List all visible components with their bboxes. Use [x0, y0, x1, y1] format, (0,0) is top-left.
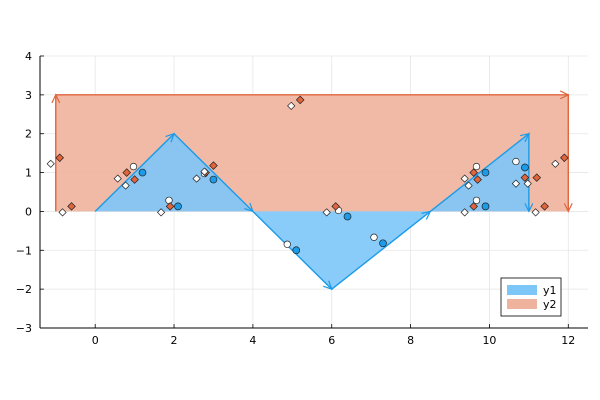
marker-y1-6: [481, 202, 490, 211]
x-tick-label-6: 12: [561, 334, 575, 347]
marker-y1-open-5: [370, 233, 378, 241]
y-tick-label-3: 0: [25, 205, 32, 218]
marker-y2-14: [540, 202, 549, 211]
marker-y2-2: [130, 175, 139, 184]
arrowhead-y1-1: [165, 132, 176, 143]
marker-y1-open-2: [129, 162, 138, 171]
marker-y2-0: [67, 202, 76, 211]
legend-label-y2: y2: [543, 298, 557, 311]
x-tick-label-0: 0: [92, 334, 99, 347]
x-tick-label-1: 2: [171, 334, 178, 347]
marker-y2-open-7: [287, 101, 296, 111]
marker-y1-3: [292, 246, 301, 255]
marker-y2-11: [469, 202, 478, 211]
legend-swatch-y2: [507, 299, 537, 309]
marker-y1-0: [174, 202, 182, 211]
arrowhead-y1-6: [524, 203, 534, 213]
x-tick-label-5: 10: [482, 334, 496, 347]
marker-y2-open-2: [121, 181, 130, 190]
marker-y1-8: [521, 163, 529, 172]
arrowhead-y1-3: [323, 280, 333, 291]
y-tick-label-6: 3: [25, 89, 32, 102]
marker-y2-10: [473, 175, 482, 184]
marker-y1-1: [209, 175, 218, 184]
series-lines: [51, 90, 573, 291]
marker-y2-4: [165, 202, 175, 211]
series-line-y2: [55, 94, 569, 212]
y-tick-label-1: −2: [16, 283, 32, 296]
marker-y2-7: [295, 95, 305, 105]
marker-y1-open-7: [472, 162, 481, 171]
marker-y2-open-15: [551, 159, 560, 168]
legend-swatch-y1: [507, 285, 537, 295]
arrowhead-y2-3: [563, 203, 573, 213]
marker-y2-3: [122, 168, 132, 177]
arrowhead-y1-5: [519, 132, 530, 143]
marker-y1-5: [379, 239, 387, 248]
y-tick-label-5: 2: [25, 128, 32, 141]
markers: [46, 95, 569, 255]
x-tick-label-2: 4: [249, 334, 256, 347]
marker-y2-open-5: [192, 174, 201, 183]
y-tick-label-7: 4: [25, 50, 32, 63]
marker-y2-8: [331, 202, 340, 211]
marker-y2-open-11: [460, 208, 469, 217]
marker-y2-open-12: [511, 179, 521, 188]
marker-y2-open-14: [531, 208, 540, 217]
marker-y2-9: [469, 168, 478, 177]
y-tick-label-4: 1: [25, 167, 32, 180]
marker-y2-open-8: [322, 208, 331, 217]
marker-y1-open-3: [283, 240, 291, 248]
arrowhead-y2-1: [51, 93, 61, 104]
marker-y1-open-0: [165, 196, 173, 205]
axes: [39, 55, 588, 329]
marker-y2-6: [209, 161, 218, 170]
marker-y1-open-8: [512, 157, 520, 166]
arrowhead-y1-2: [244, 202, 254, 213]
marker-y1-open-6: [472, 196, 481, 205]
marker-y2-open-1: [46, 159, 55, 168]
marker-y2-open-3: [113, 174, 122, 183]
marker-y2-1: [55, 153, 65, 163]
marker-y2-open-13: [523, 179, 532, 188]
marker-y2-15: [560, 153, 569, 163]
marker-y1-4: [343, 212, 352, 221]
marker-y2-12: [520, 173, 530, 182]
y-tick-label-0: −3: [16, 322, 32, 335]
marker-y2-open-4: [157, 208, 166, 217]
arrowhead-y2-2: [559, 90, 570, 100]
x-tick-label-4: 8: [407, 334, 414, 347]
legend-box: [500, 277, 562, 317]
marker-y1-2: [138, 168, 147, 177]
x-tick-label-3: 6: [328, 334, 335, 347]
marker-y2-open-10: [464, 181, 473, 190]
marker-y2-open-0: [58, 208, 67, 217]
legend-label-y1: y1: [543, 284, 557, 297]
arrowhead-y1-4: [421, 210, 432, 220]
y-tick-label-2: −1: [16, 244, 32, 257]
marker-y2-open-9: [460, 174, 469, 183]
marker-y2-13: [532, 173, 542, 182]
series-fills: [55, 94, 569, 290]
marker-y1-7: [481, 168, 490, 177]
marker-y2-open-6: [200, 167, 209, 176]
